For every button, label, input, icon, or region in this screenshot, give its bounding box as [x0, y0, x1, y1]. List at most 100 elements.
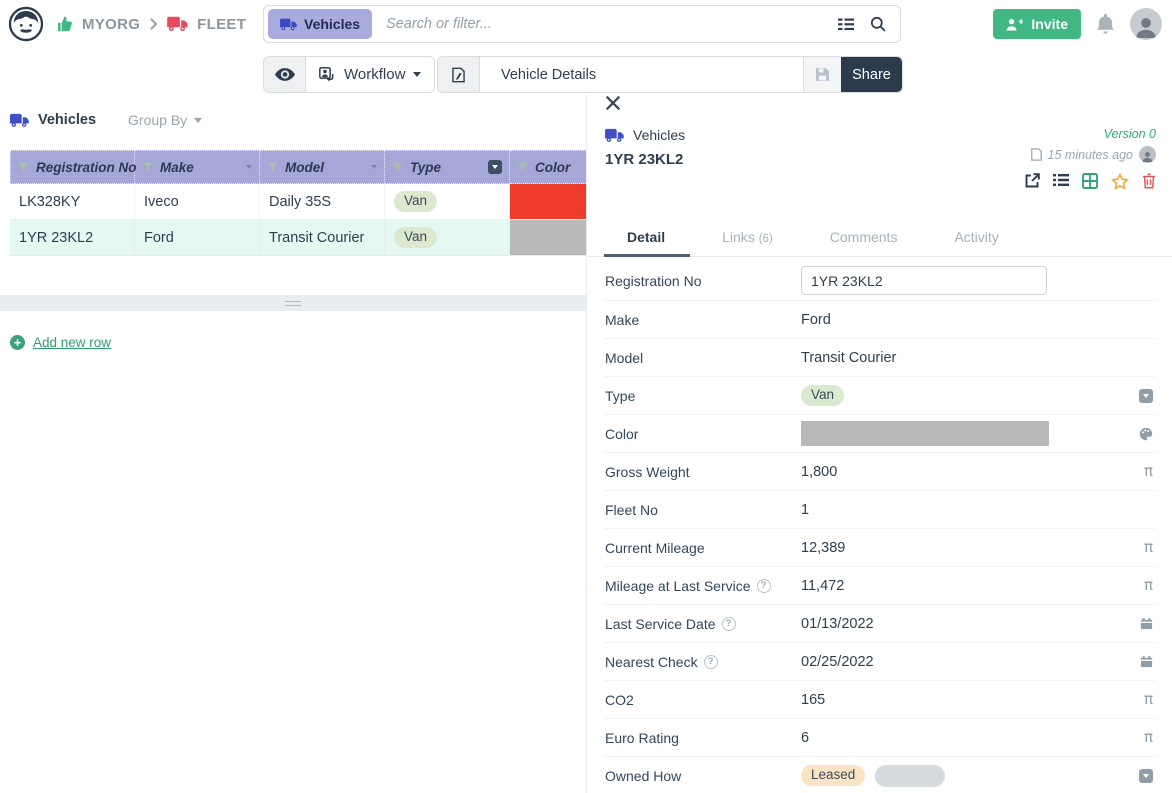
chevron-down-icon — [194, 117, 203, 123]
tab-links[interactable]: Links (6) — [722, 229, 773, 245]
field-value[interactable]: 6 — [801, 729, 810, 746]
help-icon[interactable]: ? — [703, 654, 718, 669]
field-value[interactable] — [801, 421, 1128, 446]
external-link-icon — [1025, 173, 1040, 188]
column-header-make[interactable]: Make — [135, 150, 260, 184]
breadcrumb-project[interactable]: FLEET — [197, 15, 247, 33]
field-row-euro-rating: Euro Rating 6 π — [605, 719, 1156, 757]
field-value[interactable]: 1 — [801, 501, 810, 518]
search-bar: Vehicles — [263, 5, 901, 43]
tab-activity[interactable]: Activity — [954, 229, 999, 245]
cell-type[interactable]: Van — [385, 184, 510, 219]
cell-make[interactable]: Iveco — [135, 184, 260, 219]
close-panel-button[interactable] — [605, 95, 1156, 111]
color-swatch — [510, 220, 586, 255]
notifications-bell-icon[interactable] — [1096, 13, 1115, 35]
favorite-button[interactable] — [1111, 173, 1129, 190]
color-swatch[interactable] — [801, 421, 1049, 446]
field-value[interactable]: 01/13/2022 — [801, 615, 874, 632]
column-header-type[interactable]: Type — [385, 150, 510, 184]
chevron-down-icon[interactable] — [246, 165, 252, 169]
column-header-registration[interactable]: Registration No — [10, 150, 150, 184]
filter-funnel-icon — [517, 162, 528, 173]
panel-splitter-handle[interactable] — [0, 295, 586, 311]
row-list-button[interactable] — [1053, 173, 1069, 190]
share-button[interactable]: Share — [841, 57, 902, 92]
search-table-chip[interactable]: Vehicles — [268, 9, 373, 39]
filter-funnel-icon — [18, 162, 29, 173]
search-icon[interactable] — [870, 16, 886, 32]
record-identity: Vehicles 1YR 23KL2 — [605, 127, 685, 189]
cell-registration[interactable]: 1YR 23KL2 — [10, 220, 135, 255]
column-header-model[interactable]: Model — [260, 150, 385, 184]
field-label: Type — [605, 387, 636, 404]
app-logo-icon[interactable] — [8, 6, 44, 42]
cell-type[interactable]: Van — [385, 220, 510, 255]
record-title: 1YR 23KL2 — [605, 151, 684, 168]
group-by-dropdown[interactable]: Group By — [128, 112, 203, 128]
table-title-row: Vehicles Group By — [10, 112, 203, 128]
registration-input[interactable] — [801, 266, 1047, 295]
field-row-last-service-date: Last Service Date ? 01/13/2022 — [605, 605, 1156, 643]
cell-model[interactable]: Daily 35S — [260, 184, 385, 219]
grid-view-button[interactable] — [1082, 173, 1098, 190]
cell-make[interactable]: Ford — [135, 220, 260, 255]
open-external-button[interactable] — [1024, 173, 1040, 190]
formula-icon: π — [1143, 690, 1153, 708]
save-button[interactable] — [803, 57, 841, 92]
user-avatar[interactable] — [1130, 8, 1162, 40]
updated-label: 15 minutes ago — [1047, 147, 1133, 162]
workflow-dropdown[interactable]: Workflow — [306, 57, 435, 92]
type-badge: Van — [801, 384, 845, 407]
field-value[interactable]: 12,389 — [801, 539, 846, 556]
help-icon[interactable]: ? — [756, 578, 771, 593]
cell-registration[interactable]: LK328KY — [10, 184, 135, 219]
table-row[interactable]: LK328KY Iveco Daily 35S Van — [10, 184, 586, 220]
vehicles-truck-icon — [10, 113, 29, 128]
field-label: CO2 — [605, 691, 634, 708]
add-new-row-link[interactable]: + Add new row — [10, 335, 111, 350]
field-label: Model — [605, 349, 644, 366]
record-actions — [1024, 173, 1156, 190]
column-header-color[interactable]: Color — [510, 150, 586, 184]
field-row-gross-weight: Gross Weight 1,800 π — [605, 453, 1156, 491]
field-value[interactable]: 11,472 — [801, 577, 845, 594]
tab-comments[interactable]: Comments — [829, 229, 898, 245]
field-row-model: Model Transit Courier — [605, 339, 1156, 377]
filter-funnel-icon — [142, 162, 153, 173]
invite-button[interactable]: Invite — [993, 9, 1081, 39]
delete-button[interactable] — [1142, 173, 1156, 190]
field-value[interactable]: 1,800 — [801, 463, 838, 480]
field-value[interactable]: Van — [801, 384, 1128, 407]
select-field-icon — [1139, 768, 1153, 783]
cell-color[interactable] — [510, 220, 586, 255]
field-label: Owned How — [605, 767, 682, 784]
field-value[interactable]: 02/25/2022 — [801, 653, 874, 670]
page-view-button[interactable] — [438, 57, 480, 92]
field-label: Color — [605, 425, 639, 442]
fleet-truck-icon — [167, 16, 188, 32]
field-value[interactable]: Leased — [801, 764, 1128, 787]
view-title-input[interactable] — [480, 57, 803, 92]
field-value[interactable]: 165 — [801, 691, 826, 708]
chevron-down-icon[interactable] — [371, 165, 377, 169]
visibility-button[interactable] — [264, 57, 306, 92]
table-row-selected[interactable]: 1YR 23KL2 Ford Transit Courier Van — [10, 220, 586, 256]
select-field-icon[interactable] — [488, 160, 502, 174]
search-input[interactable] — [386, 16, 838, 32]
thumbs-up-icon — [58, 16, 72, 31]
cell-color[interactable] — [510, 184, 586, 219]
calendar-icon — [1140, 617, 1153, 630]
field-list-icon[interactable] — [838, 18, 854, 31]
version-badge[interactable]: Version 0 — [1103, 127, 1156, 141]
field-label: Registration No — [605, 272, 702, 289]
calendar-icon — [1140, 655, 1153, 668]
field-value[interactable]: Transit Courier — [801, 349, 897, 366]
record-table-name: Vehicles — [605, 127, 685, 143]
breadcrumb-org[interactable]: MYORG — [82, 15, 141, 33]
tab-detail[interactable]: Detail — [603, 229, 691, 257]
help-icon[interactable]: ? — [721, 616, 736, 631]
partial-tag — [875, 764, 946, 787]
field-value[interactable]: Ford — [801, 311, 831, 328]
cell-model[interactable]: Transit Courier — [260, 220, 385, 255]
